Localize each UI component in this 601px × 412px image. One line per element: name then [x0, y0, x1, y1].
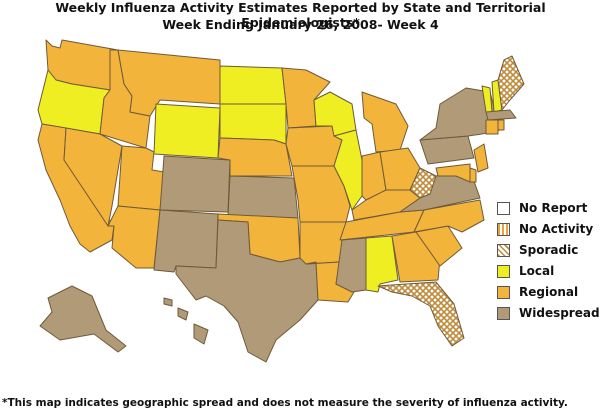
- state-ak: [39, 285, 127, 353]
- state-pa: [419, 135, 475, 165]
- state-ri: [497, 119, 505, 131]
- state-mi: [361, 91, 409, 153]
- state-ma: [485, 109, 517, 121]
- state-ne: [217, 137, 293, 177]
- state-fl: [377, 281, 465, 347]
- state-ga: [391, 231, 441, 283]
- map-title: Weekly Influenza Activity Estimates Repo…: [55, 0, 546, 30]
- state-co: [159, 155, 231, 213]
- legend-swatch-local: [497, 265, 510, 278]
- legend-swatch-regional: [497, 286, 510, 299]
- legend-label: No Activity: [519, 222, 594, 236]
- state-az: [107, 205, 161, 269]
- legend-label: Local: [519, 264, 555, 278]
- state-hi: [163, 297, 209, 345]
- state-ms: [335, 237, 367, 293]
- legend-swatch-widespread: [497, 307, 510, 320]
- legend-label: Sporadic: [519, 243, 579, 257]
- state-nj: [473, 143, 489, 173]
- legend-label: No Report: [519, 201, 588, 215]
- state-nd: [219, 65, 287, 105]
- legend-label: Widespread: [519, 306, 600, 320]
- state-wy: [153, 103, 221, 159]
- state-ut: [117, 145, 165, 211]
- state-ks: [227, 175, 299, 219]
- map-subtitle: Week Ending January 26, 2008- Week 4: [162, 17, 439, 32]
- state-ct: [485, 119, 499, 135]
- legend-swatch-no-activity: [497, 223, 510, 236]
- state-me: [497, 55, 525, 111]
- state-wv: [409, 167, 437, 199]
- state-tx: [175, 219, 319, 363]
- state-nm: [153, 209, 219, 273]
- footnote: *This map indicates geographic spread an…: [2, 397, 568, 409]
- state-de: [469, 167, 477, 183]
- legend-swatch-sporadic: [497, 244, 510, 257]
- legend-label: Regional: [519, 285, 579, 299]
- state-md: [435, 163, 471, 183]
- legend-swatch-no-report: [497, 202, 510, 215]
